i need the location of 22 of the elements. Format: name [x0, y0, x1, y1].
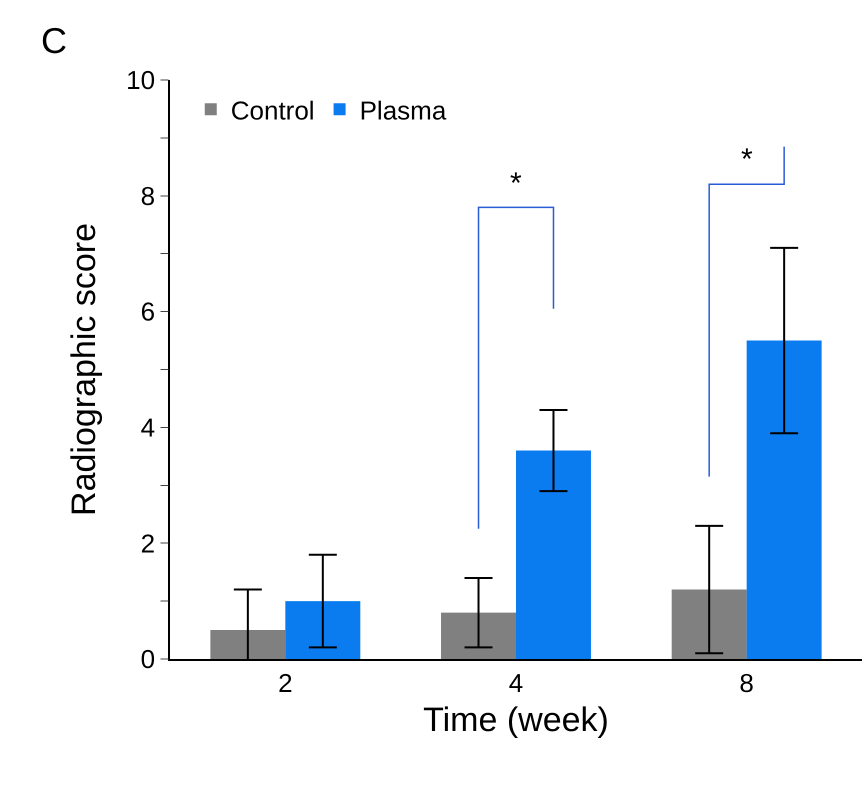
y-tick-label: 2 [140, 528, 156, 558]
y-tick-label: 4 [140, 412, 156, 442]
bar [441, 612, 516, 659]
x-tick-label: 2 [278, 668, 293, 698]
bar [672, 590, 747, 659]
legend-label: Plasma [360, 95, 447, 126]
legend-label: Control [230, 95, 315, 126]
y-tick-label: 6 [140, 296, 156, 327]
y-axis-title: Radiographic score [65, 223, 104, 516]
bar [516, 450, 591, 659]
annotation: * [741, 143, 753, 176]
y-tick-label: 0 [140, 644, 156, 674]
annotation: * [510, 167, 522, 200]
bar [210, 630, 286, 659]
x-axis-title: Time (week) [423, 700, 609, 739]
y-tick-label: 10 [126, 65, 156, 96]
y-tick-label: 8 [140, 180, 156, 211]
text: C [41, 20, 67, 61]
bar [746, 340, 822, 659]
x-tick-label: 8 [739, 668, 754, 698]
x-tick-label: 4 [508, 668, 524, 698]
bar [285, 601, 360, 659]
